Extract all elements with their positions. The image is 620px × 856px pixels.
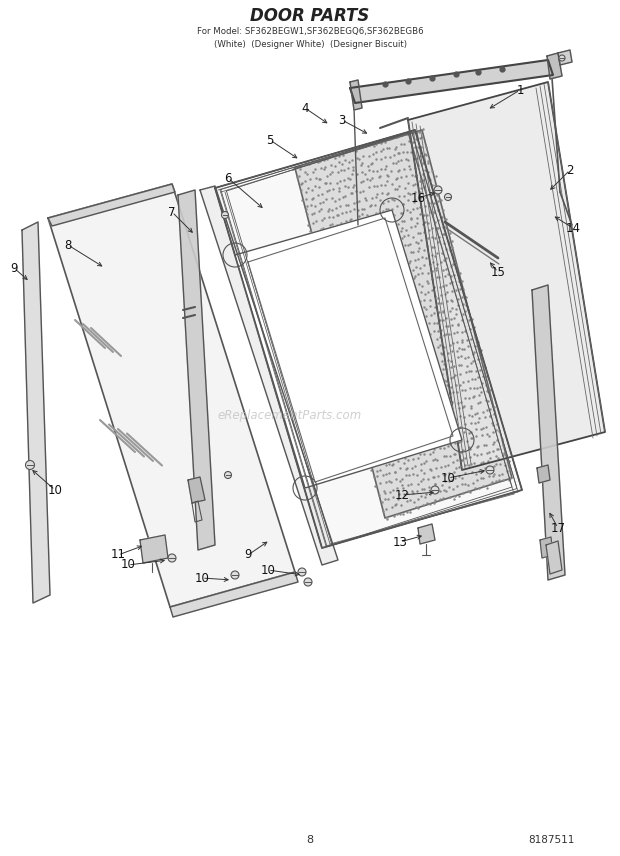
Circle shape xyxy=(559,55,565,61)
Text: 7: 7 xyxy=(168,205,175,218)
Circle shape xyxy=(486,466,494,474)
Text: 15: 15 xyxy=(490,265,505,278)
Text: 10: 10 xyxy=(195,572,210,585)
Text: 6: 6 xyxy=(224,171,232,185)
Text: eReplacementParts.com: eReplacementParts.com xyxy=(218,408,362,421)
Polygon shape xyxy=(295,130,512,518)
Text: 8187511: 8187511 xyxy=(529,835,575,845)
Polygon shape xyxy=(235,210,462,488)
Polygon shape xyxy=(48,184,295,607)
Polygon shape xyxy=(178,190,215,550)
Circle shape xyxy=(224,472,231,479)
Polygon shape xyxy=(350,60,553,103)
Circle shape xyxy=(304,578,312,586)
Circle shape xyxy=(231,571,239,579)
Circle shape xyxy=(168,554,176,562)
Text: 1: 1 xyxy=(516,84,524,97)
Text: DOOR PARTS: DOOR PARTS xyxy=(250,7,370,25)
Text: 16: 16 xyxy=(410,192,425,205)
Text: 10: 10 xyxy=(48,484,63,496)
Circle shape xyxy=(25,461,35,469)
Text: 13: 13 xyxy=(392,536,407,549)
Circle shape xyxy=(431,486,439,494)
Circle shape xyxy=(221,211,229,218)
Text: 9: 9 xyxy=(11,261,18,275)
Polygon shape xyxy=(215,130,522,548)
Text: 10: 10 xyxy=(441,472,456,484)
Polygon shape xyxy=(188,477,205,503)
Text: 17: 17 xyxy=(551,521,565,534)
Text: 10: 10 xyxy=(120,558,135,572)
Text: 14: 14 xyxy=(565,222,580,235)
Polygon shape xyxy=(547,53,562,79)
Polygon shape xyxy=(540,537,553,558)
Polygon shape xyxy=(532,285,565,580)
Polygon shape xyxy=(408,82,605,470)
Text: 9: 9 xyxy=(244,549,252,562)
Polygon shape xyxy=(22,222,50,603)
Polygon shape xyxy=(558,50,572,65)
Circle shape xyxy=(298,568,306,576)
Text: 11: 11 xyxy=(110,549,125,562)
Polygon shape xyxy=(350,80,362,110)
Text: 8: 8 xyxy=(306,835,314,845)
Polygon shape xyxy=(537,465,550,483)
Circle shape xyxy=(434,186,442,194)
Text: 2: 2 xyxy=(566,163,574,176)
Text: 3: 3 xyxy=(339,114,346,127)
Text: 10: 10 xyxy=(260,563,275,576)
Polygon shape xyxy=(200,186,338,565)
Polygon shape xyxy=(418,524,435,544)
Text: 12: 12 xyxy=(394,489,409,502)
Polygon shape xyxy=(546,541,562,574)
Text: (White)  (Designer White)  (Designer Biscuit): (White) (Designer White) (Designer Biscu… xyxy=(213,39,407,49)
Text: 4: 4 xyxy=(301,102,309,115)
Text: 5: 5 xyxy=(267,134,273,146)
Circle shape xyxy=(445,193,451,200)
Polygon shape xyxy=(170,572,298,617)
Text: 8: 8 xyxy=(64,239,72,252)
Polygon shape xyxy=(48,184,175,226)
Text: For Model: SF362BEGW1,SF362BEGQ6,SF362BEGB6: For Model: SF362BEGW1,SF362BEGQ6,SF362BE… xyxy=(197,27,423,35)
Polygon shape xyxy=(140,535,168,563)
